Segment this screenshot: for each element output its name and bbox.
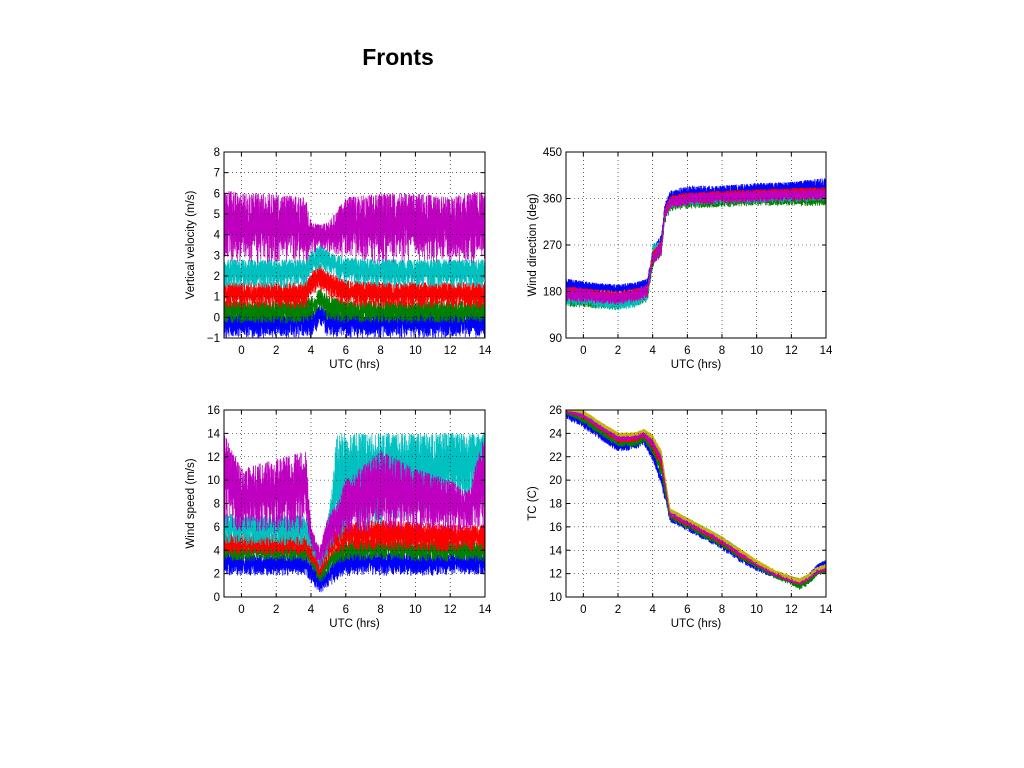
series-group (224, 190, 485, 338)
series-line (224, 264, 485, 309)
y-tick-label: 0 (214, 592, 220, 604)
x-axis-label: UTC (hrs) (329, 359, 380, 371)
y-tick-label: 360 (543, 194, 562, 206)
series-line (224, 550, 485, 593)
x-tick-label: 10 (750, 345, 763, 357)
x-tick-label: 8 (377, 604, 383, 616)
y-tick-label: 450 (543, 147, 562, 159)
page-title: Fronts (362, 44, 434, 70)
x-tick-label: 0 (238, 604, 244, 616)
x-axis-label: UTC (hrs) (671, 359, 722, 371)
y-tick-label: 26 (549, 405, 562, 417)
y-tick-label: 20 (549, 475, 562, 487)
series-line (224, 245, 485, 289)
x-tick-label: 14 (820, 345, 833, 357)
series-line (566, 189, 826, 306)
x-tick-label: 2 (615, 604, 621, 616)
x-tick-label: 0 (238, 345, 244, 357)
y-axis-label: Vertical velocity (m/s) (185, 191, 197, 300)
y-tick-label: 22 (549, 452, 562, 464)
y-tick-label: 24 (549, 428, 562, 440)
x-tick-label: 0 (580, 345, 586, 357)
x-tick-label: 12 (785, 604, 798, 616)
x-tick-label: 14 (820, 604, 833, 616)
x-tick-label: 4 (649, 345, 656, 357)
x-tick-label: 6 (343, 604, 349, 616)
y-tick-label: 10 (207, 475, 220, 487)
y-tick-label: 1 (214, 292, 220, 304)
x-tick-label: 6 (684, 604, 690, 616)
y-axis-label: Wind direction (deg) (527, 193, 539, 296)
x-tick-label: 10 (750, 604, 763, 616)
y-tick-label: 10 (549, 592, 562, 604)
x-tick-label: 8 (719, 345, 725, 357)
series-group (566, 178, 826, 311)
x-tick-label: 12 (444, 604, 457, 616)
y-tick-label: 4 (214, 545, 221, 557)
y-tick-label: 14 (549, 545, 562, 557)
plot-frame (223, 151, 486, 339)
y-tick-label: 270 (543, 240, 562, 252)
x-tick-label: 6 (343, 345, 349, 357)
y-tick-label: 18 (549, 499, 562, 511)
series-group (566, 410, 826, 590)
x-tick-label: 14 (479, 345, 492, 357)
x-tick-label: 6 (684, 345, 690, 357)
wind-speed-chart: 0 2 4 6 8 10 12 14 0 2 4 6 8 10 12 14 16 UTC (hrs) Wind sp… (185, 405, 492, 630)
y-tick-label: 5 (214, 209, 220, 221)
y-tick-label: 90 (549, 333, 562, 345)
y-tick-label: 7 (214, 168, 220, 180)
x-tick-label: 4 (649, 604, 656, 616)
x-tick-label: 12 (785, 345, 798, 357)
x-tick-label: 2 (615, 345, 621, 357)
series-line (224, 435, 485, 568)
x-tick-label: 8 (719, 604, 725, 616)
y-tick-label: 2 (214, 271, 220, 283)
series-group (224, 433, 485, 593)
y-tick-label: 0 (214, 312, 220, 324)
x-tick-label: 10 (409, 345, 422, 357)
y-axis-label: Wind speed (m/s) (185, 458, 197, 548)
y-tick-label: −1 (207, 333, 220, 345)
series-line (224, 520, 485, 577)
y-tick-label: 12 (549, 569, 562, 581)
y-tick-label: 6 (214, 188, 220, 200)
y-tick-label: 16 (207, 405, 220, 417)
x-axis-label: UTC (hrs) (671, 618, 722, 630)
x-tick-label: 10 (409, 604, 422, 616)
y-tick-label: 2 (214, 569, 220, 581)
x-tick-label: 4 (308, 604, 315, 616)
y-tick-label: 180 (543, 287, 562, 299)
x-axis-label: UTC (hrs) (329, 618, 380, 630)
y-tick-label: 4 (214, 230, 221, 242)
x-tick-label: 12 (444, 345, 457, 357)
y-tick-label: 8 (214, 499, 220, 511)
x-tick-label: 2 (273, 345, 279, 357)
y-tick-label: 12 (207, 452, 220, 464)
y-tick-label: 14 (207, 428, 220, 440)
y-tick-label: 3 (214, 250, 220, 262)
x-tick-label: 14 (479, 604, 492, 616)
wind-direction-chart: 0 2 4 6 8 10 12 14 90 180 270 360 450 UTC (hrs) Wind d… (527, 147, 833, 371)
series-line (224, 190, 485, 264)
y-tick-label: 8 (214, 147, 220, 159)
x-tick-label: 0 (580, 604, 586, 616)
series-line (224, 433, 485, 570)
x-tick-label: 2 (273, 604, 279, 616)
y-tick-label: 16 (549, 522, 562, 534)
x-tick-label: 4 (308, 345, 315, 357)
y-tick-label: 6 (214, 522, 220, 534)
y-axis-label: TC (C) (527, 486, 539, 521)
x-tick-label: 8 (377, 345, 383, 357)
